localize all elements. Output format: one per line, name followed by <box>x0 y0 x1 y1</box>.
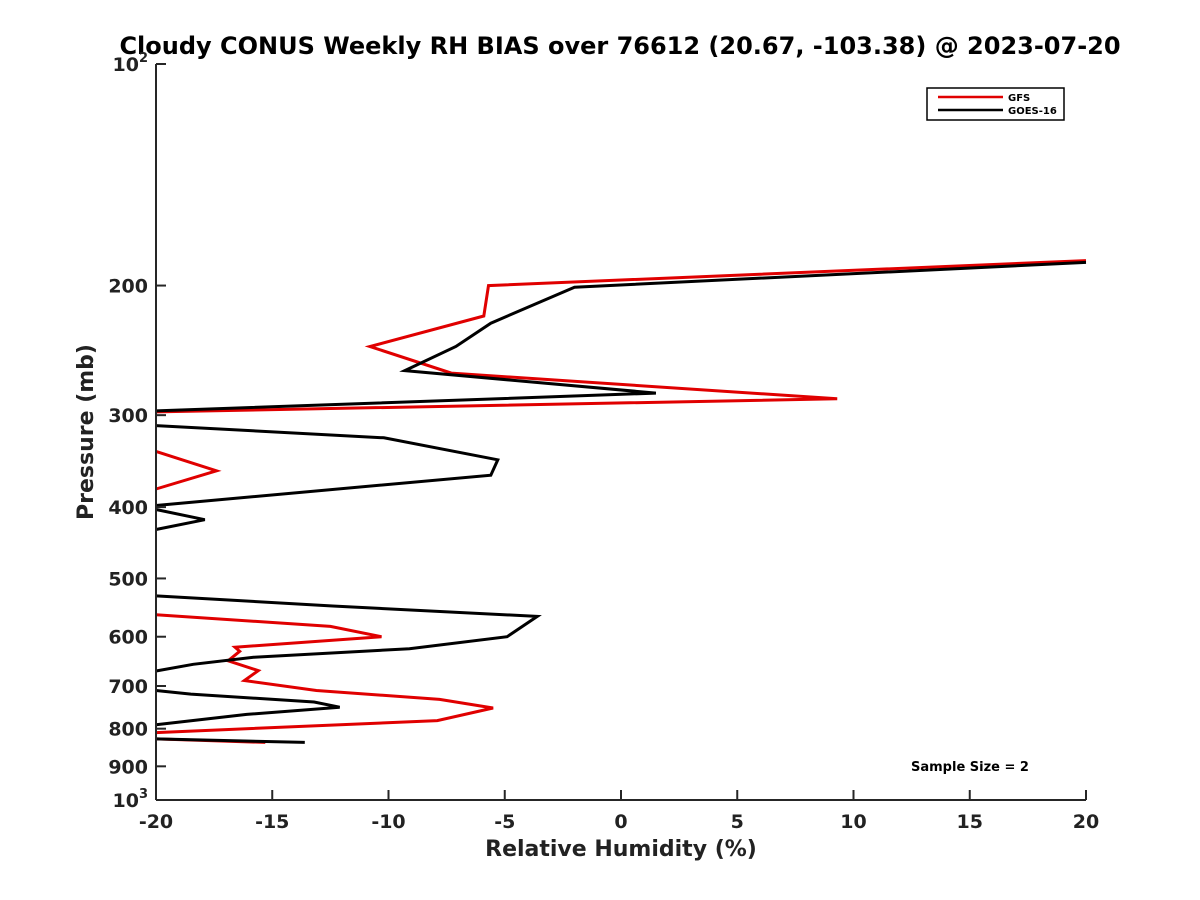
x-tick-label-20: 20 <box>1073 811 1099 833</box>
legend-box <box>926 87 1065 121</box>
x-tick-label-5: 5 <box>731 811 744 833</box>
series-line-goes16-segment-1 <box>155 260 1087 413</box>
legend-label-gfs: GFS <box>1008 93 1030 104</box>
y-tick-label-600: 600 <box>108 627 148 649</box>
sample-size-note: Sample Size = 2 <box>911 760 1029 775</box>
y-axis-ticks: 102 200 300 400 500 600 700 800 900 103 <box>108 51 166 812</box>
series-line-gfs-segment-1 <box>155 259 1087 414</box>
x-axis-ticks: -20 -15 -10 -5 0 5 10 15 20 <box>139 790 1099 833</box>
x-tick-label--5: -5 <box>494 811 515 833</box>
legend: GFS GOES-16 <box>926 87 1065 121</box>
chart-title: Cloudy CONUS Weekly RH BIAS over 76612 (… <box>119 32 1120 60</box>
x-axis-label: Relative Humidity (%) <box>485 837 757 862</box>
x-tick-label-0: 0 <box>614 811 627 833</box>
series-line-gfs-segment-3 <box>155 613 494 735</box>
series-line-gfs-segment-2 <box>155 449 222 491</box>
y-tick-label-200: 200 <box>108 276 148 298</box>
y-tick-label-500: 500 <box>108 568 148 590</box>
y-tick-label-900: 900 <box>108 756 148 778</box>
series-line-goes16-segment-3 <box>155 508 206 531</box>
y-tick-label-1000: 103 <box>113 787 149 812</box>
y-tick-label-800: 800 <box>108 719 148 741</box>
x-tick-label-10: 10 <box>840 811 866 833</box>
x-tick-label--20: -20 <box>139 811 173 833</box>
series-line-goes16-segment-2 <box>155 424 500 507</box>
y-tick-label-100: 102 <box>113 51 149 76</box>
y-tick-label-700: 700 <box>108 676 148 698</box>
legend-label-goes16: GOES-16 <box>1008 106 1057 117</box>
plot-area <box>155 259 1087 744</box>
series-line-goes16-segment-6 <box>155 737 305 744</box>
y-tick-label-400: 400 <box>108 497 148 519</box>
x-tick-label--10: -10 <box>371 811 405 833</box>
series-line-goes16-segment-4 <box>155 594 542 673</box>
y-axis-label: Pressure (mb) <box>74 344 99 520</box>
x-tick-label-15: 15 <box>957 811 983 833</box>
x-tick-label--15: -15 <box>255 811 289 833</box>
series-line-goes16-segment-5 <box>155 689 340 727</box>
y-tick-label-300: 300 <box>108 405 148 427</box>
